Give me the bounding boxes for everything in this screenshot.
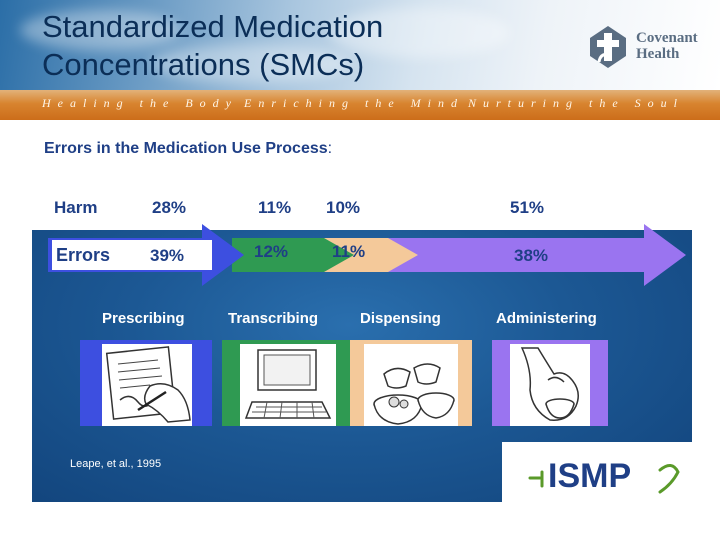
stage-label-transcribing: Transcribing — [228, 310, 319, 327]
harm-label: Harm — [54, 198, 98, 217]
ismp-logo-mark: ISMP — [528, 457, 680, 495]
section-subtitle: Errors in the Medication Use Process: — [44, 140, 332, 158]
error-arrows — [48, 224, 686, 286]
arrow-administering — [372, 224, 686, 286]
hand-with-pill-cup-icon — [520, 347, 579, 421]
subtitle-colon: : — [327, 140, 333, 157]
slide-header: Standardized Medication Concentrations (… — [0, 0, 720, 90]
harm-row — [32, 180, 692, 230]
computer-keyboard-icon — [244, 349, 332, 419]
dispensing-illustration — [350, 340, 472, 426]
administering-illustration — [492, 340, 608, 426]
sky-cloud — [20, 10, 180, 50]
cross-emblem-icon — [590, 26, 626, 68]
tagline-bar: Healing the Body Enriching the Mind Nurt… — [0, 90, 720, 120]
logo-wordmark: Covenant Health — [636, 30, 698, 62]
errors-label-box — [52, 240, 212, 270]
arrow-transcribing — [232, 238, 354, 272]
errors-label: Errors — [56, 245, 111, 265]
logo-line-1: Covenant — [636, 30, 698, 46]
title-line-2: Concentrations (SMCs) — [42, 47, 365, 82]
harm-value-prescribing: 28% — [152, 198, 187, 217]
error-value-dispensing: 11% — [332, 242, 366, 261]
stage-label-prescribing: Prescribing — [102, 310, 185, 327]
subtitle-text: Errors in the Medication Use Process — [44, 140, 328, 157]
ismp-wordmark: ISMP — [548, 457, 631, 495]
harm-value-administering: 51% — [510, 198, 545, 217]
writing-hand-icon — [137, 383, 191, 423]
error-value-prescribing: 39% — [150, 246, 185, 265]
error-value-administering: 38% — [514, 246, 549, 265]
prescribing-illustration — [80, 340, 212, 426]
tagline-part-1: Healing the Body — [42, 96, 238, 110]
stage-label-administering: Administering — [496, 310, 597, 327]
title-line-1: Standardized Medication — [42, 9, 384, 44]
medicine-cups-icon — [373, 363, 455, 425]
harm-value-transcribing: 11% — [258, 198, 292, 217]
slide-title: Standardized Medication Concentrations (… — [42, 8, 512, 84]
medication-error-figure: Harm 28% 11% 10% 51% Errors 39% 12% 11% … — [32, 180, 692, 502]
logo-line-2: Health — [636, 46, 680, 62]
ismp-logo: ISMP — [502, 442, 692, 502]
tagline-part-2: Enriching the Mind — [244, 96, 464, 110]
stage-label-dispensing: Dispensing — [360, 310, 441, 327]
harm-value-dispensing: 10% — [326, 198, 361, 217]
sky-cloud — [330, 8, 510, 58]
citation: Leape, et al., 1995 — [70, 458, 162, 470]
covenant-health-logo: Covenant Health — [586, 24, 698, 70]
tagline-part-3: Nurturing the Soul — [468, 96, 685, 110]
error-value-transcribing: 12% — [254, 242, 289, 261]
transcribing-illustration — [222, 340, 354, 426]
sky-cloud — [150, 45, 350, 83]
